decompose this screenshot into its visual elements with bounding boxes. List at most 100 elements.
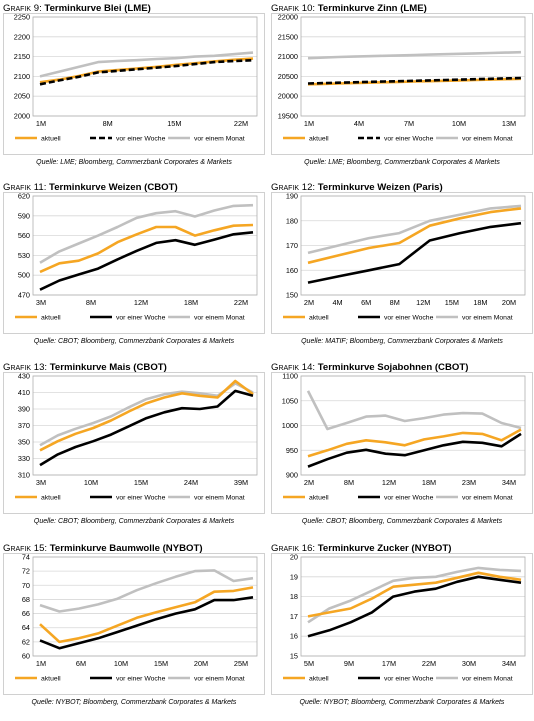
legend-label: vor einem Monat	[194, 136, 245, 143]
chart-frame	[271, 372, 533, 514]
x-tick-label: 22M	[234, 298, 248, 307]
line-chart: 15 16 17 18 19 20 5M 9M 17M 22M 30M 34M aktuell vor e…	[271, 553, 533, 695]
y-tick-label: 2150	[14, 52, 30, 61]
chart-title: Grafik 16: Terminkurve Zucker (NYBOT)	[271, 543, 451, 554]
chart-frame	[271, 553, 533, 695]
legend-label: aktuell	[41, 676, 61, 683]
x-tick-label: 17M	[382, 659, 396, 668]
x-tick-label: 2M	[304, 298, 314, 307]
x-tick-label: 12M	[134, 298, 148, 307]
chart-frame	[271, 13, 533, 155]
legend-label: vor einem Monat	[462, 676, 513, 683]
x-tick-label: 18M	[184, 298, 198, 307]
y-tick-label: 74	[22, 553, 30, 562]
legend-label: vor einem Monat	[194, 676, 245, 683]
legend-label: vor einem Monat	[462, 315, 513, 322]
series-line-1	[307, 575, 522, 638]
y-tick-label: 60	[22, 652, 30, 661]
legend-label: vor einer Woche	[116, 676, 166, 683]
y-tick-label: 2100	[14, 72, 30, 81]
x-tick-label: 25M	[234, 659, 248, 668]
y-tick-label: 590	[18, 211, 30, 220]
series-line-1	[39, 231, 254, 291]
legend-label: vor einer Woche	[116, 495, 166, 502]
chart-frame	[3, 192, 265, 334]
y-tick-label: 620	[18, 192, 30, 201]
x-tick-label: 23M	[462, 478, 476, 487]
series-line-2	[39, 203, 254, 264]
chart-number: Grafik 13:	[3, 362, 48, 373]
legend-label: vor einer Woche	[384, 495, 434, 502]
chart-source: Quelle: CBOT; Bloomberg, Commerzbank Cor…	[33, 338, 235, 345]
series-line-2	[307, 204, 522, 255]
series-line-0	[307, 571, 522, 618]
y-tick-label: 64	[22, 623, 30, 632]
series-line-0	[307, 77, 522, 86]
line-chart: 60 62 64 66 68 70 72 74 1M 6M 10M 15M 20M 25M aktuell v…	[3, 553, 265, 695]
y-tick-label: 410	[18, 388, 30, 397]
legend-label: aktuell	[309, 136, 329, 143]
plot-area	[300, 195, 526, 296]
chart-panel: Grafik 9: Terminkurve Blei (LME) 2000 2050…	[3, 3, 265, 181]
line-chart: 2000 2050 2100 2150 2200 2250 1M 8M 15M 22M aktuel…	[3, 13, 265, 155]
y-tick-label: 170	[286, 241, 298, 250]
chart-title: Grafik 10: Terminkurve Zinn (LME)	[271, 3, 427, 14]
x-tick-label: 18M	[473, 298, 487, 307]
x-tick-label: 7M	[404, 119, 414, 128]
chart-source: Quelle: CBOT; Bloomberg, Commerzbank Cor…	[33, 518, 235, 525]
y-tick-label: 330	[18, 454, 30, 463]
chart-source: Quelle: LME; Bloomberg, Commerzbank Corp…	[36, 159, 232, 166]
chart-number: Grafik 10:	[271, 3, 316, 14]
y-tick-label: 72	[22, 567, 30, 576]
chart-source: Quelle: MATIF; Bloomberg, Commerzbank Co…	[301, 338, 503, 345]
y-tick-label: 470	[18, 291, 30, 300]
y-tick-label: 19500	[278, 112, 298, 121]
y-tick-label: 430	[18, 372, 30, 381]
x-tick-label: 10M	[452, 119, 466, 128]
plot-area	[300, 556, 526, 657]
y-tick-label: 68	[22, 595, 30, 604]
y-tick-label: 2050	[14, 92, 30, 101]
chart-number: Grafik 15:	[3, 543, 48, 554]
y-tick-label: 20000	[278, 92, 298, 101]
legend-label: vor einem Monat	[462, 136, 513, 143]
chart-title-text: Terminkurve Weizen (Paris)	[315, 182, 443, 193]
x-tick-label: 4M	[333, 298, 343, 307]
plot-area	[32, 375, 258, 476]
x-tick-label: 1M	[304, 119, 314, 128]
x-tick-label: 10M	[114, 659, 128, 668]
x-tick-label: 30M	[462, 659, 476, 668]
chart-number: Grafik 11:	[3, 182, 47, 193]
y-tick-label: 950	[286, 446, 298, 455]
x-tick-label: 15M	[154, 659, 168, 668]
y-tick-label: 2250	[14, 13, 30, 22]
y-tick-label: 62	[22, 637, 30, 646]
x-tick-label: 15M	[167, 119, 181, 128]
x-tick-label: 24M	[184, 478, 198, 487]
series-line-0	[307, 207, 522, 265]
x-tick-label: 20M	[502, 298, 516, 307]
series-line-1	[307, 432, 522, 468]
chart-number: Grafik 9:	[3, 3, 42, 14]
y-tick-label: 370	[18, 421, 30, 430]
legend-label: aktuell	[309, 676, 329, 683]
chart-title-text: Terminkurve Weizen (CBOT)	[46, 182, 178, 193]
y-tick-label: 160	[286, 266, 298, 275]
series-line-1	[39, 596, 254, 650]
chart-source: Quelle: LME; Bloomberg, Commerzbank Corp…	[304, 159, 500, 166]
series-line-0	[39, 379, 254, 452]
x-tick-label: 6M	[76, 659, 86, 668]
chart-title: Grafik 13: Terminkurve Mais (CBOT)	[3, 362, 167, 373]
y-tick-label: 22000	[278, 13, 298, 22]
chart-title-text: Terminkurve Sojabohnen (CBOT)	[315, 362, 469, 373]
x-tick-label: 8M	[344, 478, 354, 487]
x-tick-label: 3M	[36, 478, 46, 487]
chart-frame	[3, 13, 265, 155]
y-tick-label: 21000	[278, 52, 298, 61]
series-line-1	[39, 58, 254, 86]
chart-source: Quelle: NYBOT; Bloomberg, Commerzbank Co…	[299, 699, 505, 706]
x-tick-label: 8M	[86, 298, 96, 307]
chart-title-text: Terminkurve Zinn (LME)	[315, 3, 427, 14]
chart-frame	[3, 553, 265, 695]
y-tick-label: 530	[18, 251, 30, 260]
